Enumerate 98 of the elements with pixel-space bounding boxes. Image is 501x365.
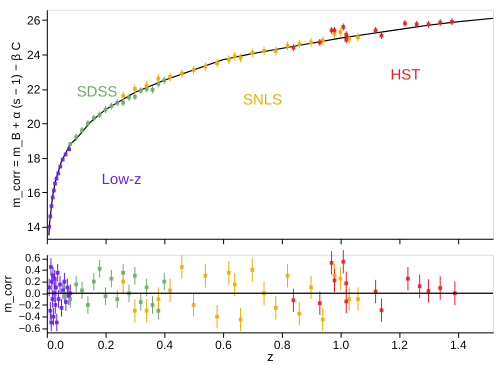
point: [156, 76, 160, 80]
text: Low-z: [102, 171, 142, 188]
point: [262, 49, 266, 53]
point: [58, 282, 62, 286]
point: [110, 276, 114, 281]
series-label: HST: [390, 66, 420, 84]
point: [168, 288, 172, 292]
point: [203, 64, 208, 68]
y-tick-label: 0.6: [25, 252, 40, 265]
point: [180, 265, 184, 269]
x-tick-label: 1.4: [450, 338, 467, 352]
point: [356, 297, 360, 301]
point: [104, 294, 108, 298]
point: [344, 300, 348, 304]
point: [150, 303, 154, 307]
point: [292, 46, 296, 50]
point: [47, 286, 52, 290]
point: [238, 318, 242, 322]
point: [168, 75, 172, 79]
point: [121, 280, 126, 284]
point: [49, 265, 53, 269]
y-tick-label: 16: [27, 186, 41, 200]
y-tick-label: 22: [27, 82, 41, 96]
point: [64, 300, 68, 304]
point: [52, 314, 56, 318]
point: [232, 282, 237, 286]
point: [50, 297, 54, 301]
point: [380, 308, 384, 312]
point: [338, 30, 342, 34]
y-tick-label: 24: [27, 48, 41, 62]
point: [238, 56, 242, 60]
point: [309, 40, 313, 44]
point: [138, 300, 143, 304]
point: [51, 274, 55, 278]
point: [180, 72, 184, 76]
y-tick-label: 26: [27, 14, 41, 28]
x-tick-label: 0.0: [47, 338, 64, 352]
point: [332, 274, 336, 278]
y-tick-label: 0.0: [25, 288, 40, 300]
point: [104, 108, 108, 112]
point: [66, 286, 70, 290]
point: [356, 35, 360, 40]
y-tick-label: 14: [27, 220, 41, 234]
point: [320, 318, 325, 322]
y-tick-label: −0.6: [18, 322, 40, 335]
point: [80, 288, 84, 292]
point: [332, 32, 336, 36]
y-tick-label: 0.4: [25, 264, 40, 276]
point: [92, 280, 96, 284]
point: [56, 297, 60, 301]
point: [74, 282, 78, 286]
point: [62, 280, 66, 284]
point: [192, 68, 196, 72]
point: [162, 280, 166, 284]
point: [133, 87, 137, 91]
point: [292, 298, 296, 302]
point: [374, 28, 378, 32]
x-tick-label: 0.8: [274, 338, 291, 352]
point: [86, 122, 90, 126]
point: [332, 278, 336, 282]
point: [192, 303, 196, 307]
point: [438, 286, 442, 290]
y-tick-label: 0.2: [25, 276, 40, 288]
x-tick-label: 1.0: [332, 338, 350, 352]
point: [250, 268, 254, 272]
point: [144, 84, 148, 88]
x-tick-label: 1.2: [391, 338, 408, 352]
point: [215, 61, 219, 65]
y-tick-label: −0.4: [18, 311, 40, 324]
point: [318, 40, 322, 44]
point: [406, 276, 410, 281]
point: [341, 25, 346, 29]
point: [215, 314, 219, 318]
text: SNLS: [243, 91, 282, 108]
point: [86, 303, 90, 307]
point: [274, 49, 278, 53]
y-axis-title: m_corr: [0, 275, 15, 313]
x-axis-title: z: [267, 348, 274, 364]
point: [330, 261, 334, 265]
point: [53, 303, 58, 307]
y-tick-label: 20: [27, 116, 41, 131]
point: [309, 286, 313, 290]
point: [54, 286, 58, 290]
y-tick-label: 18: [27, 151, 41, 166]
point: [50, 280, 54, 284]
x-tick-label: 0.6: [215, 338, 232, 352]
x-tick-label: 0.4: [156, 338, 174, 352]
point: [144, 286, 148, 290]
point: [332, 28, 336, 32]
point: [286, 274, 290, 278]
x-tick-label: 0.2: [98, 338, 115, 352]
point: [49, 320, 54, 324]
series-label: SDSS: [76, 83, 118, 100]
point: [54, 320, 59, 324]
point: [60, 306, 64, 310]
point: [286, 44, 290, 48]
y-axis-title: m_corr = m_B + α (s − 1) − β C: [9, 42, 24, 208]
y-tick-label: −0.2: [18, 299, 40, 312]
